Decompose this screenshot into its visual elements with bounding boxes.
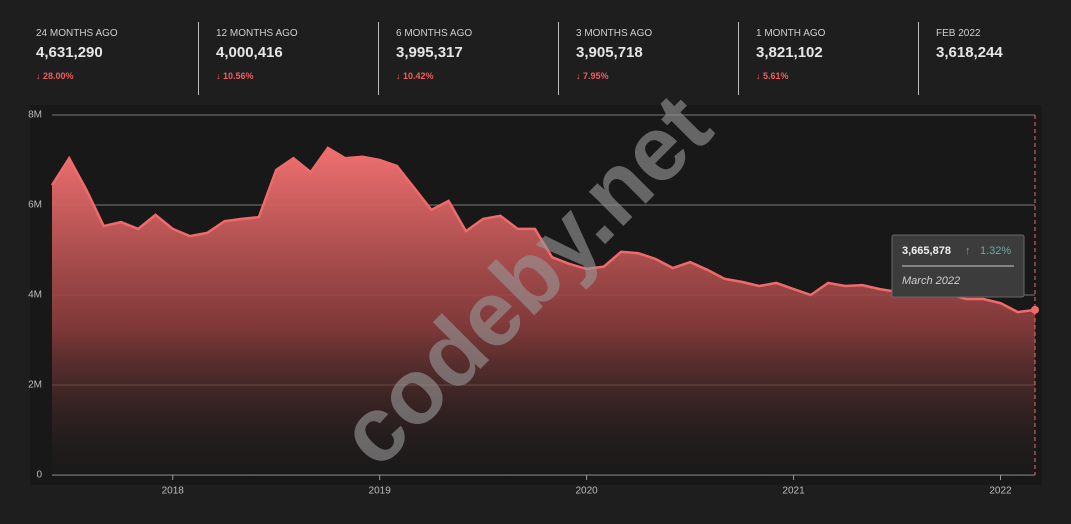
- y-tick-label: 4M: [28, 290, 42, 301]
- stat-change: ↓ 10.42%: [396, 71, 566, 81]
- separator: [378, 22, 379, 95]
- stat-card: 1 MONTH AGO 3,821,102 ↓ 5.61%: [756, 28, 926, 81]
- stat-card: FEB 2022 3,618,244: [936, 28, 1071, 61]
- x-tick-label: 2022: [989, 486, 1012, 497]
- down-arrow: ↓: [216, 71, 224, 81]
- area: [52, 147, 1035, 475]
- stat-change: ↓ 10.56%: [216, 71, 386, 81]
- change-text: 7.95%: [583, 71, 609, 81]
- stat-card: 24 MONTHS AGO 4,631,290 ↓ 28.00%: [36, 28, 206, 81]
- separator: [558, 22, 559, 95]
- stat-value: 3,618,244: [936, 44, 1003, 61]
- change-text: 5.61%: [763, 71, 789, 81]
- y-tick-label: 2M: [28, 380, 42, 391]
- separator: [198, 22, 199, 95]
- separator: [918, 22, 919, 95]
- stat-label: 3 MONTHS AGO: [576, 28, 653, 39]
- tooltip-change: 1.32%: [980, 245, 1011, 257]
- x-tick-label: 2020: [575, 486, 598, 497]
- stat-value: 3,995,317: [396, 44, 463, 61]
- stat-label: 24 MONTHS AGO: [36, 28, 118, 39]
- hover-point: [1031, 305, 1039, 314]
- x-tick-label: 2018: [162, 486, 185, 497]
- stat-card: 3 MONTHS AGO 3,905,718 ↓ 7.95%: [576, 28, 746, 81]
- stat-card: 6 MONTHS AGO 3,995,317 ↓ 10.42%: [396, 28, 566, 81]
- stat-change: ↓ 7.95%: [576, 71, 746, 81]
- tooltip-date: March 2022: [902, 275, 960, 287]
- change-text: 10.56%: [223, 71, 254, 81]
- change-text: 28.00%: [43, 71, 74, 81]
- stat-value: 4,631,290: [36, 44, 103, 61]
- tooltip: 3,665,878 ↑ 1.32% March 2022: [891, 234, 1025, 298]
- line: [50, 146, 1036, 314]
- x-tick-label: 2019: [369, 486, 392, 497]
- stat-value: 3,905,718: [576, 44, 643, 61]
- tooltip-arrow: ↑: [965, 245, 971, 257]
- y-tick-label: 0: [36, 470, 42, 481]
- stat-label: 6 MONTHS AGO: [396, 28, 473, 39]
- down-arrow: ↓: [36, 71, 44, 81]
- down-arrow: ↓: [756, 71, 764, 81]
- stat-label: 1 MONTH AGO: [756, 28, 826, 39]
- x-tick-label: 2021: [782, 486, 805, 497]
- stat-label: 12 MONTHS AGO: [216, 28, 298, 39]
- separator: [738, 22, 739, 95]
- down-arrow: ↓: [396, 71, 404, 81]
- tooltip-value: 3,665,878: [902, 245, 951, 257]
- stat-change: ↓ 28.00%: [36, 71, 206, 81]
- stat-value: 3,821,102: [756, 44, 823, 61]
- stat-card: 12 MONTHS AGO 4,000,416 ↓ 10.56%: [216, 28, 386, 81]
- down-arrow: ↓: [576, 71, 584, 81]
- y-tick-label: 8M: [28, 110, 42, 121]
- stat-change: ↓ 5.61%: [756, 71, 926, 81]
- y-tick-label: 6M: [28, 200, 42, 211]
- stat-value: 4,000,416: [216, 44, 283, 61]
- stat-label: FEB 2022: [936, 28, 981, 39]
- change-text: 10.42%: [403, 71, 434, 81]
